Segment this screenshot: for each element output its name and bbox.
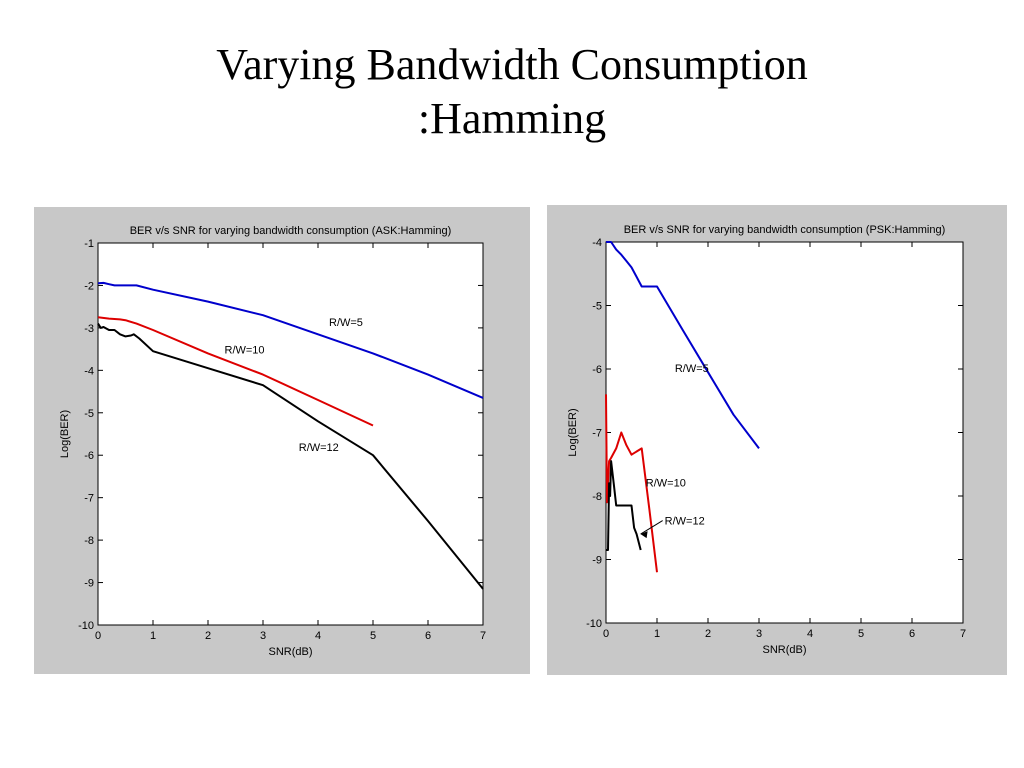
x-tick-label: 5 [858,628,864,640]
psk-hamming-chart: BER v/s SNR for varying bandwidth consum… [567,224,966,656]
y-tick-label: -10 [78,620,94,632]
chart-title: BER v/s SNR for varying bandwidth consum… [130,225,452,237]
slide-title: Varying Bandwidth Consumption :Hamming [0,38,1024,146]
x-tick-label: 4 [315,630,321,642]
annotation-arrow-head [640,531,648,539]
x-tick-label: 1 [150,630,156,642]
y-tick-label: -7 [84,493,94,505]
x-axis-label: SNR(dB) [268,646,312,658]
y-tick-label: -9 [84,578,94,590]
x-tick-label: 3 [260,630,266,642]
x-axis-label: SNR(dB) [762,644,806,656]
y-tick-label: -4 [592,237,602,249]
series-annotation: R/W=12 [665,516,705,528]
psk-hamming-figure: BER v/s SNR for varying bandwidth consum… [547,205,1007,675]
series-annotation: R/W=10 [646,477,686,489]
x-tick-label: 7 [960,628,966,640]
series-line-r-w-5 [97,281,484,399]
x-tick-label: 3 [756,628,762,640]
y-tick-label: -2 [84,280,94,292]
x-tick-label: 2 [705,628,711,640]
y-tick-label: -3 [84,323,94,335]
y-tick-label: -8 [592,491,602,503]
series-annotation: R/W=5 [675,363,709,375]
x-tick-label: 1 [654,628,660,640]
series-annotation: R/W=5 [329,317,363,329]
x-tick-label: 6 [425,630,431,642]
x-tick-label: 0 [95,630,101,642]
plot-area [605,241,964,624]
y-axis-label: Log(BER) [567,408,579,456]
x-tick-label: 4 [807,628,813,640]
y-tick-label: -5 [592,301,602,313]
slide-title-line2: :Hamming [417,94,607,143]
slide-title-line1: Varying Bandwidth Consumption [216,40,808,89]
series-line-r-w-12 [97,323,484,590]
annotation-arrow-line [640,520,663,535]
y-tick-label: -10 [586,618,602,630]
series-line-r-w-10 [97,316,374,427]
y-tick-label: -4 [84,365,94,377]
series-line-r-w-5 [606,241,760,450]
y-tick-label: -7 [592,428,602,440]
plot-area [97,242,484,626]
x-tick-label: 0 [603,628,609,640]
chart-title: BER v/s SNR for varying bandwidth consum… [624,224,946,236]
series-annotation: R/W=10 [225,344,265,356]
y-tick-label: -9 [592,555,602,567]
y-tick-label: -1 [84,238,94,250]
x-tick-label: 2 [205,630,211,642]
x-tick-label: 5 [370,630,376,642]
y-tick-label: -8 [84,535,94,547]
y-axis-label: Log(BER) [59,410,71,458]
y-tick-label: -6 [84,450,94,462]
series-line-r-w-12 [606,460,642,551]
x-tick-label: 6 [909,628,915,640]
y-tick-label: -5 [84,408,94,420]
series-line-r-w-10 [605,394,658,573]
y-tick-label: -6 [592,364,602,376]
x-tick-label: 7 [480,630,486,642]
ask-hamming-chart: BER v/s SNR for varying bandwidth consum… [59,225,486,658]
ask-hamming-figure: BER v/s SNR for varying bandwidth consum… [34,207,530,674]
series-annotation: R/W=12 [299,442,339,454]
